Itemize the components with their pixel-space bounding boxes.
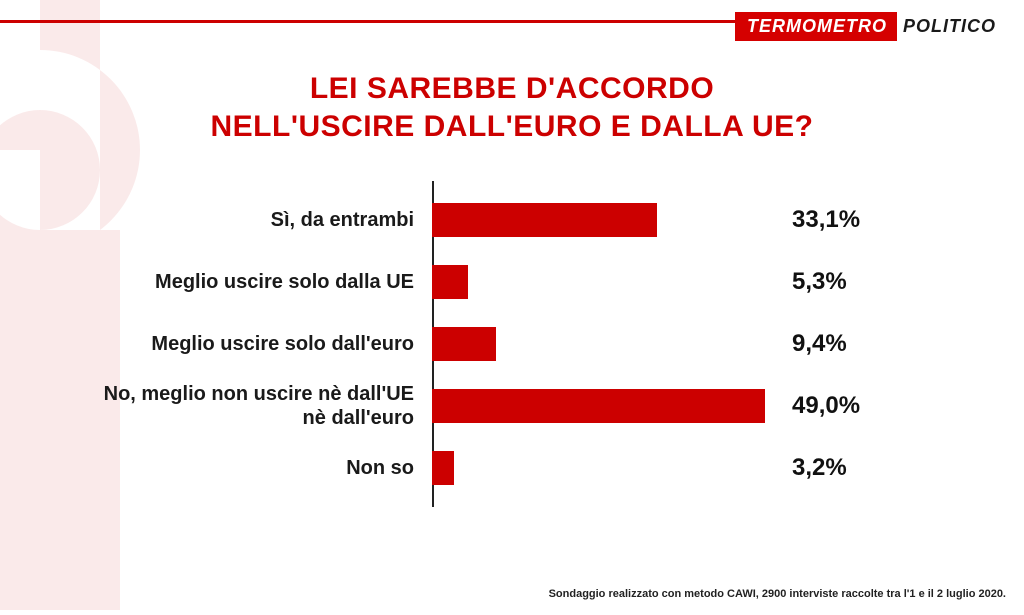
bar-label: Meglio uscire solo dalla UE [92, 270, 432, 294]
bar [432, 451, 454, 485]
main-content: LEI SAREBBE D'ACCORDO NELL'USCIRE DALL'E… [60, 70, 964, 574]
logo-right: POLITICO [897, 12, 1006, 41]
bar [432, 327, 496, 361]
bar-value: 3,2% [772, 454, 932, 482]
title-line-2: NELL'USCIRE DALL'EURO E DALLA UE? [211, 110, 814, 143]
bar-area [432, 389, 772, 423]
bar-area [432, 451, 772, 485]
title-line-1: LEI SAREBBE D'ACCORDO [310, 72, 714, 105]
bar-label: No, meglio non uscire nè dall'UE nè dall… [92, 382, 432, 430]
chart-row: No, meglio non uscire nè dall'UE nè dall… [92, 375, 932, 437]
chart-row: Sì, da entrambi 33,1% [92, 189, 932, 251]
bar-value: 5,3% [772, 268, 932, 296]
chart-row: Meglio uscire solo dalla UE 5,3% [92, 251, 932, 313]
bar [432, 203, 657, 237]
bar [432, 265, 468, 299]
bar-value: 9,4% [772, 330, 932, 358]
bar-area [432, 327, 772, 361]
brand-logo: TERMOMETRO POLITICO [735, 12, 1006, 41]
bar-label: Non so [92, 456, 432, 480]
logo-left: TERMOMETRO [735, 12, 897, 41]
chart-row: Non so 3,2% [92, 437, 932, 499]
chart-row: Meglio uscire solo dall'euro 9,4% [92, 313, 932, 375]
bar-chart: Sì, da entrambi 33,1% Meglio uscire solo d… [92, 189, 932, 499]
bar-area [432, 203, 772, 237]
bar-area [432, 265, 772, 299]
top-accent-line [0, 20, 804, 23]
bar-label: Meglio uscire solo dall'euro [92, 332, 432, 356]
chart-title: LEI SAREBBE D'ACCORDO NELL'USCIRE DALL'E… [60, 70, 964, 145]
bar-label: Sì, da entrambi [92, 208, 432, 232]
bar-value: 49,0% [772, 392, 932, 420]
footer-note: Sondaggio realizzato con metodo CAWI, 29… [549, 588, 1006, 600]
bar-value: 33,1% [772, 206, 932, 234]
bar [432, 389, 765, 423]
